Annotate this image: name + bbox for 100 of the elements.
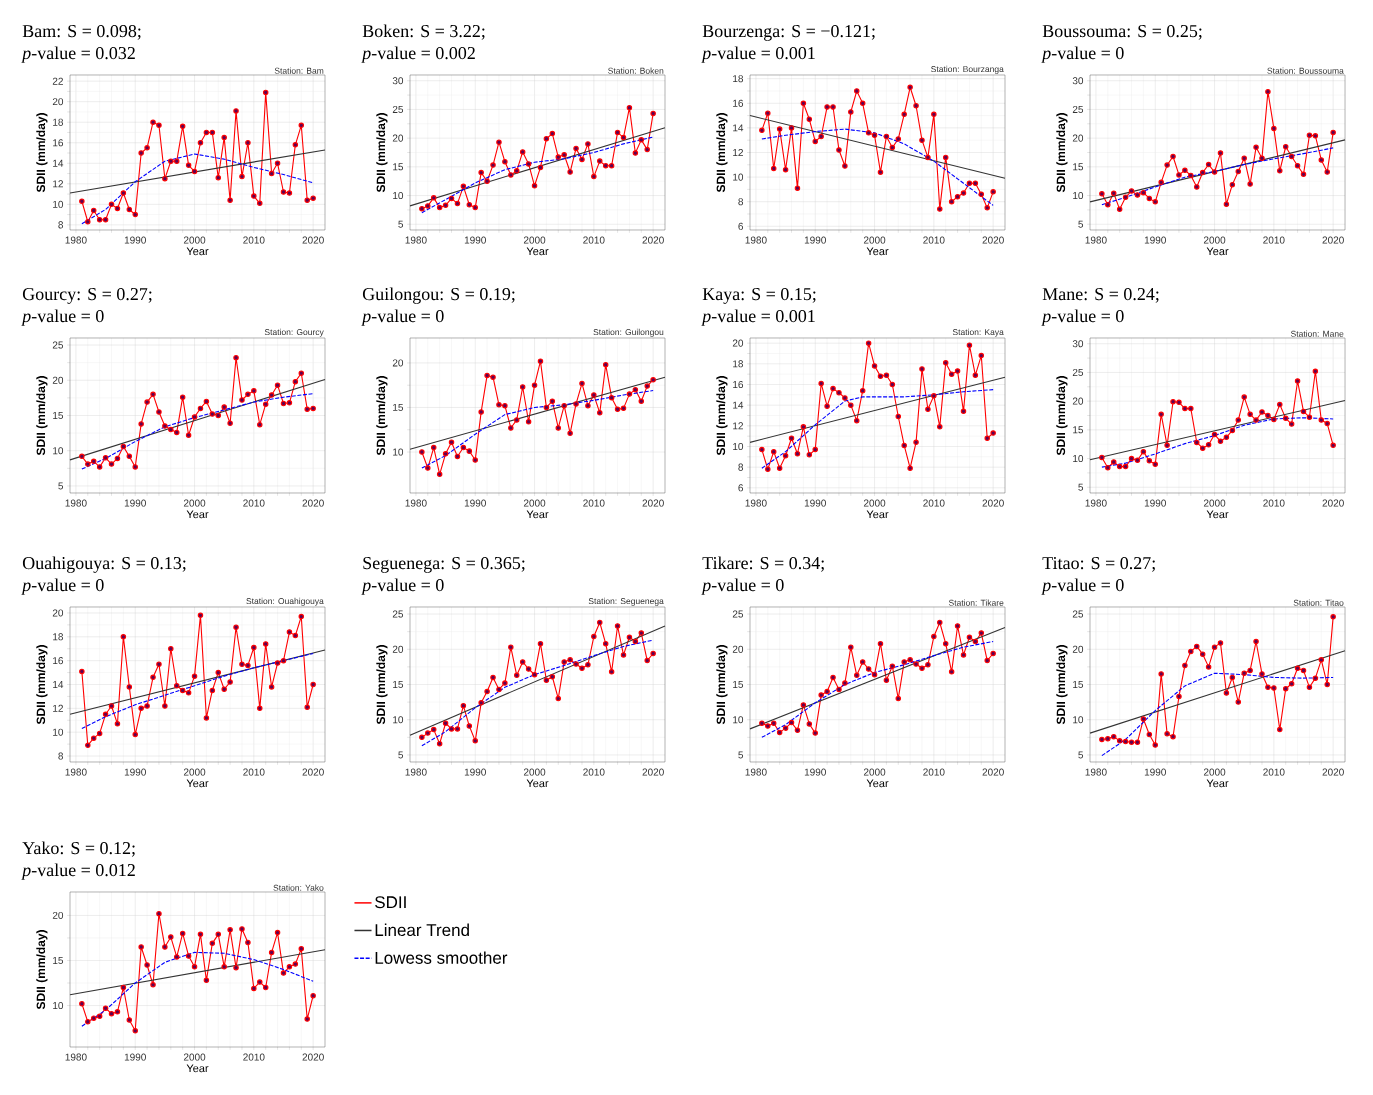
point: [191, 964, 198, 970]
point: [419, 206, 425, 212]
y-tick-label: 20: [52, 376, 64, 384]
text: Station: Gourcy: [264, 328, 324, 337]
point: [1241, 155, 1247, 161]
y-axis-title: SDII (mm/day): [716, 645, 728, 725]
y-tick-label: 14: [733, 401, 744, 409]
x-tick-label: 2000: [183, 1053, 206, 1061]
point: [812, 138, 818, 145]
point: [650, 650, 656, 657]
point: [632, 638, 639, 645]
point: [895, 695, 902, 702]
x-tick-label: 1980: [405, 236, 427, 244]
point: [1241, 394, 1247, 400]
text: Station: Titao: [1293, 599, 1344, 606]
chart-subtitle: p-value = 0.001: [701, 46, 815, 63]
chart-subtitle: p-value = 0: [361, 578, 444, 595]
point: [638, 398, 645, 404]
point: [442, 451, 449, 457]
point: [1176, 693, 1182, 700]
point: [90, 207, 97, 214]
point: [931, 393, 937, 399]
x-tick-label: 2020: [1322, 768, 1344, 776]
point: [597, 619, 603, 626]
line-series: [761, 640, 994, 738]
point: [251, 193, 257, 199]
point: [1134, 192, 1141, 198]
point: [156, 661, 162, 667]
point: [1300, 171, 1307, 178]
point: [496, 686, 502, 693]
point: [1312, 675, 1319, 681]
point: [162, 944, 168, 950]
text: Station: Kaya: [952, 328, 1004, 337]
point: [245, 139, 251, 146]
point: [280, 970, 287, 976]
point: [490, 674, 496, 681]
point: [90, 735, 97, 741]
y-tick-label: 25: [392, 105, 404, 113]
x-axis-title: Year: [526, 247, 549, 256]
point: [203, 977, 210, 984]
point: [1128, 188, 1135, 194]
text: Station: Ouahigouya: [246, 597, 324, 606]
point: [102, 216, 109, 223]
point: [454, 453, 461, 460]
point: [150, 982, 156, 988]
point: [85, 219, 91, 225]
point: [770, 720, 777, 726]
point: [549, 674, 556, 680]
point: [1170, 398, 1176, 405]
y-tick-label: 15: [1073, 681, 1084, 688]
point: [1110, 733, 1117, 740]
point: [901, 111, 907, 118]
line-series: [1101, 417, 1334, 468]
x-tick-label: 1990: [124, 768, 146, 776]
chart-subtitle: p-value = 0: [1041, 578, 1124, 595]
point: [436, 204, 443, 211]
x-axis-title: Year: [186, 1064, 209, 1073]
x-tick-label: 2020: [982, 236, 1004, 244]
point: [90, 1015, 97, 1021]
point: [1247, 411, 1253, 418]
point: [854, 417, 860, 424]
point: [555, 154, 562, 160]
y-tick-label: 16: [53, 139, 64, 147]
point: [245, 662, 251, 669]
point: [1128, 739, 1135, 746]
point: [806, 452, 813, 458]
point: [221, 134, 227, 141]
point: [120, 634, 127, 640]
point: [286, 190, 293, 196]
point: [442, 720, 449, 726]
point: [197, 931, 204, 938]
chart-title: Mane: S = 0.24;: [1042, 287, 1159, 303]
point: [1140, 716, 1147, 722]
point: [430, 726, 437, 733]
y-tick-label: 18: [53, 118, 64, 126]
y-tick-label: 15: [53, 412, 64, 419]
point: [203, 398, 210, 405]
y-axis-title: SDII (mm/day): [376, 113, 388, 193]
point: [233, 108, 239, 114]
chart-title: Boussouma: S = 0.25;: [1042, 24, 1202, 40]
point: [984, 205, 990, 211]
point: [197, 139, 204, 146]
point: [1116, 463, 1123, 470]
point: [425, 465, 431, 471]
point: [304, 197, 310, 203]
y-tick-label: 10: [733, 716, 744, 724]
y-tick-label: 25: [392, 610, 404, 618]
point: [298, 370, 305, 376]
y-tick-label: 20: [52, 911, 64, 919]
point: [931, 633, 937, 640]
y-tick-label: 10: [53, 200, 64, 208]
point: [830, 104, 836, 110]
point: [168, 934, 174, 940]
chart-title: Boken: S = 3.22;: [362, 24, 485, 40]
point: [286, 400, 293, 406]
text: Station: Yako: [273, 884, 324, 891]
point: [925, 662, 931, 668]
point: [1176, 399, 1182, 406]
point: [954, 194, 961, 200]
point: [1164, 162, 1170, 168]
